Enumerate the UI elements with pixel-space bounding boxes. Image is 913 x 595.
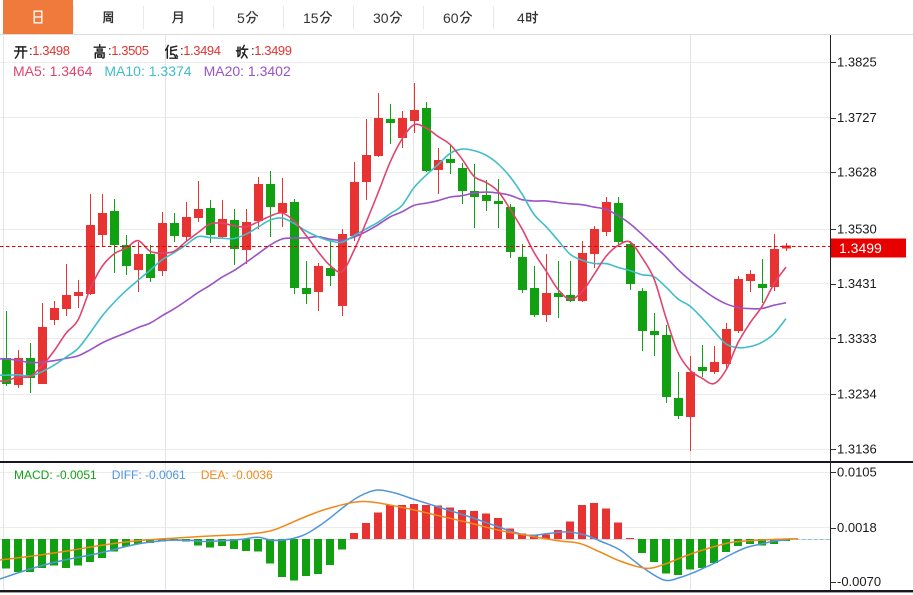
svg-text:1.3431: 1.3431 — [837, 276, 877, 291]
svg-text:1.3333: 1.3333 — [837, 331, 877, 346]
svg-text:1.3825: 1.3825 — [837, 55, 877, 70]
svg-text:1.3628: 1.3628 — [837, 165, 877, 180]
svg-text:1.3499: 1.3499 — [839, 240, 882, 256]
svg-text:1.3727: 1.3727 — [837, 110, 877, 125]
svg-text:1.3136: 1.3136 — [837, 442, 877, 457]
svg-text:-0.0070: -0.0070 — [837, 574, 881, 589]
svg-text:0.0018: 0.0018 — [837, 520, 877, 535]
svg-text:0.0105: 0.0105 — [837, 465, 877, 480]
svg-text:1.3234: 1.3234 — [837, 387, 877, 402]
svg-text:1.3530: 1.3530 — [837, 222, 877, 237]
